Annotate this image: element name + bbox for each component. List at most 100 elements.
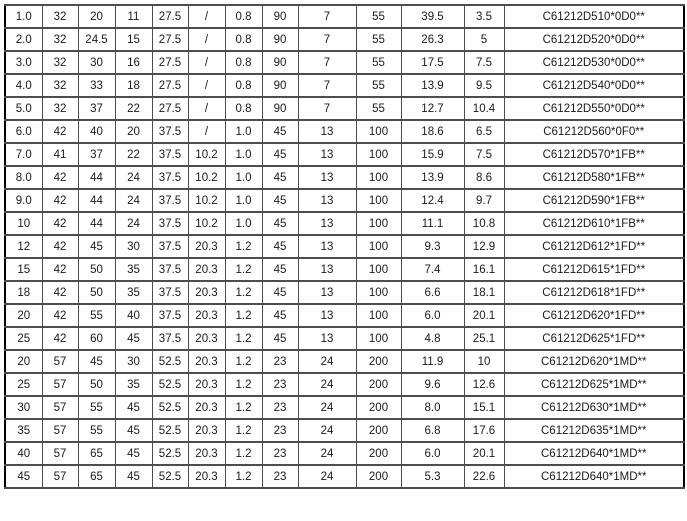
table-cell: 42 xyxy=(41,165,79,190)
table-cell: 44 xyxy=(77,165,116,190)
table-cell: C61212D570*1FB** xyxy=(503,142,685,167)
table-cell: 24 xyxy=(114,211,153,236)
table-cell: 9.5 xyxy=(463,73,505,98)
table-cell: 55 xyxy=(77,303,116,328)
table-cell: 6.0 xyxy=(400,441,465,466)
table-cell: 37.5 xyxy=(151,188,189,213)
table-cell: / xyxy=(187,96,226,121)
table-cell: 10 xyxy=(463,349,505,374)
table-cell: 100 xyxy=(355,119,402,144)
table-cell: 45 xyxy=(261,303,299,328)
table-cell: C61212D540*0D0** xyxy=(503,73,685,98)
table-cell: 55 xyxy=(355,4,402,29)
table-cell: 45 xyxy=(77,234,116,259)
table-cell: 200 xyxy=(355,372,402,397)
table-cell: C61212D615*1FD** xyxy=(503,257,685,282)
table-row: 4.0 32 33 18 27.5/0.8 90 7 55 13.9 9.5 C61212D540*… xyxy=(4,73,685,98)
table-cell: 3.0 xyxy=(4,50,43,75)
table-cell: 13 xyxy=(297,326,357,351)
table-cell: / xyxy=(187,27,226,52)
table-cell: 42 xyxy=(41,303,79,328)
table-row: 9.0 42 44 24 37.5 10.2 1.0 45 13 100 12.4 9.7 C61212… xyxy=(4,188,685,213)
table-cell: 13 xyxy=(297,188,357,213)
table-cell: C61212D580*1FB** xyxy=(503,165,685,190)
table-cell: 42 xyxy=(41,257,79,282)
table-cell: 52.5 xyxy=(151,464,189,489)
table-cell: 22 xyxy=(114,96,153,121)
table-cell: 7.4 xyxy=(400,257,465,282)
table-cell: 65 xyxy=(77,464,116,489)
table-cell: 50 xyxy=(77,280,116,305)
table-cell: 23 xyxy=(261,464,299,489)
table-cell: 1.2 xyxy=(224,234,263,259)
table-row: 25 57 50 35 52.5 20.3 1.2 23 24 200 9.6 12.6 C61212D… xyxy=(4,372,685,397)
table-cell: / xyxy=(187,73,226,98)
table-cell: 57 xyxy=(41,349,79,374)
table-cell: 1.0 xyxy=(4,4,43,29)
table-cell: 6.6 xyxy=(400,280,465,305)
table-cell: 0.8 xyxy=(224,27,263,52)
table-cell: 18 xyxy=(4,280,43,305)
table-cell: / xyxy=(187,119,226,144)
table-cell: 52.5 xyxy=(151,395,189,420)
table-cell: 30 xyxy=(114,349,153,374)
table-cell: 24.5 xyxy=(77,27,116,52)
table-cell: 45 xyxy=(261,142,299,167)
table-cell: 17.5 xyxy=(400,50,465,75)
table-cell: 18.6 xyxy=(400,119,465,144)
table-cell: 7 xyxy=(297,73,357,98)
table-cell: 100 xyxy=(355,234,402,259)
table-cell: 7 xyxy=(297,50,357,75)
table-cell: 20 xyxy=(4,303,43,328)
table-cell: 25 xyxy=(4,372,43,397)
table-cell: 55 xyxy=(77,418,116,443)
table-cell: 45 xyxy=(77,349,116,374)
table-cell: 1.0 xyxy=(224,119,263,144)
table-cell: 50 xyxy=(77,257,116,282)
data-table: 1.0 32 20 11 27.5/0.8 90 7 55 39.5 3.5 C61212D510*… xyxy=(4,4,685,489)
table-cell: 1.2 xyxy=(224,326,263,351)
table-cell: 1.0 xyxy=(224,211,263,236)
table-cell: 40 xyxy=(77,119,116,144)
table-cell: 37 xyxy=(77,96,116,121)
table-cell: / xyxy=(187,4,226,29)
table-cell: 20.1 xyxy=(463,303,505,328)
table-cell: 20.3 xyxy=(187,464,226,489)
table-cell: 6.5 xyxy=(463,119,505,144)
table-cell: 37.5 xyxy=(151,326,189,351)
table-cell: 200 xyxy=(355,395,402,420)
table-cell: 55 xyxy=(355,50,402,75)
table-cell: 12.6 xyxy=(463,372,505,397)
table-cell: 22.6 xyxy=(463,464,505,489)
table-cell: 1.2 xyxy=(224,303,263,328)
table-cell: 7.0 xyxy=(4,142,43,167)
table-cell: 7.5 xyxy=(463,142,505,167)
table-cell: C61212D560*0F0** xyxy=(503,119,685,144)
table-cell: 100 xyxy=(355,326,402,351)
table-cell: 57 xyxy=(41,395,79,420)
table-cell: 44 xyxy=(77,211,116,236)
table-cell: 23 xyxy=(261,372,299,397)
table-cell: 13 xyxy=(297,280,357,305)
table-cell: 13.9 xyxy=(400,165,465,190)
table-cell: 22 xyxy=(114,142,153,167)
table-cell: 40 xyxy=(114,303,153,328)
table-cell: 57 xyxy=(41,418,79,443)
table-cell: 3.5 xyxy=(463,4,505,29)
table-cell: 57 xyxy=(41,464,79,489)
table-cell: 24 xyxy=(114,188,153,213)
table-cell: 40 xyxy=(4,441,43,466)
table-cell: 10.2 xyxy=(187,165,226,190)
table-row: 18 42 50 35 37.5 20.3 1.2 45 13 100 6.6 18.1 C61212D… xyxy=(4,280,685,305)
table-cell: 20.3 xyxy=(187,441,226,466)
table-cell: 37.5 xyxy=(151,280,189,305)
table-cell: 1.0 xyxy=(224,165,263,190)
table-row: 2.0 32 24.5 15 27.5/0.8 90 7 55 26.3 5 C61212D520*… xyxy=(4,27,685,52)
table-cell: 9.7 xyxy=(463,188,505,213)
table-cell: 35 xyxy=(114,257,153,282)
table-cell: 7 xyxy=(297,96,357,121)
table-cell: 12.4 xyxy=(400,188,465,213)
table-cell: 13 xyxy=(297,257,357,282)
table-cell: 20.3 xyxy=(187,257,226,282)
table-cell: 45 xyxy=(261,234,299,259)
